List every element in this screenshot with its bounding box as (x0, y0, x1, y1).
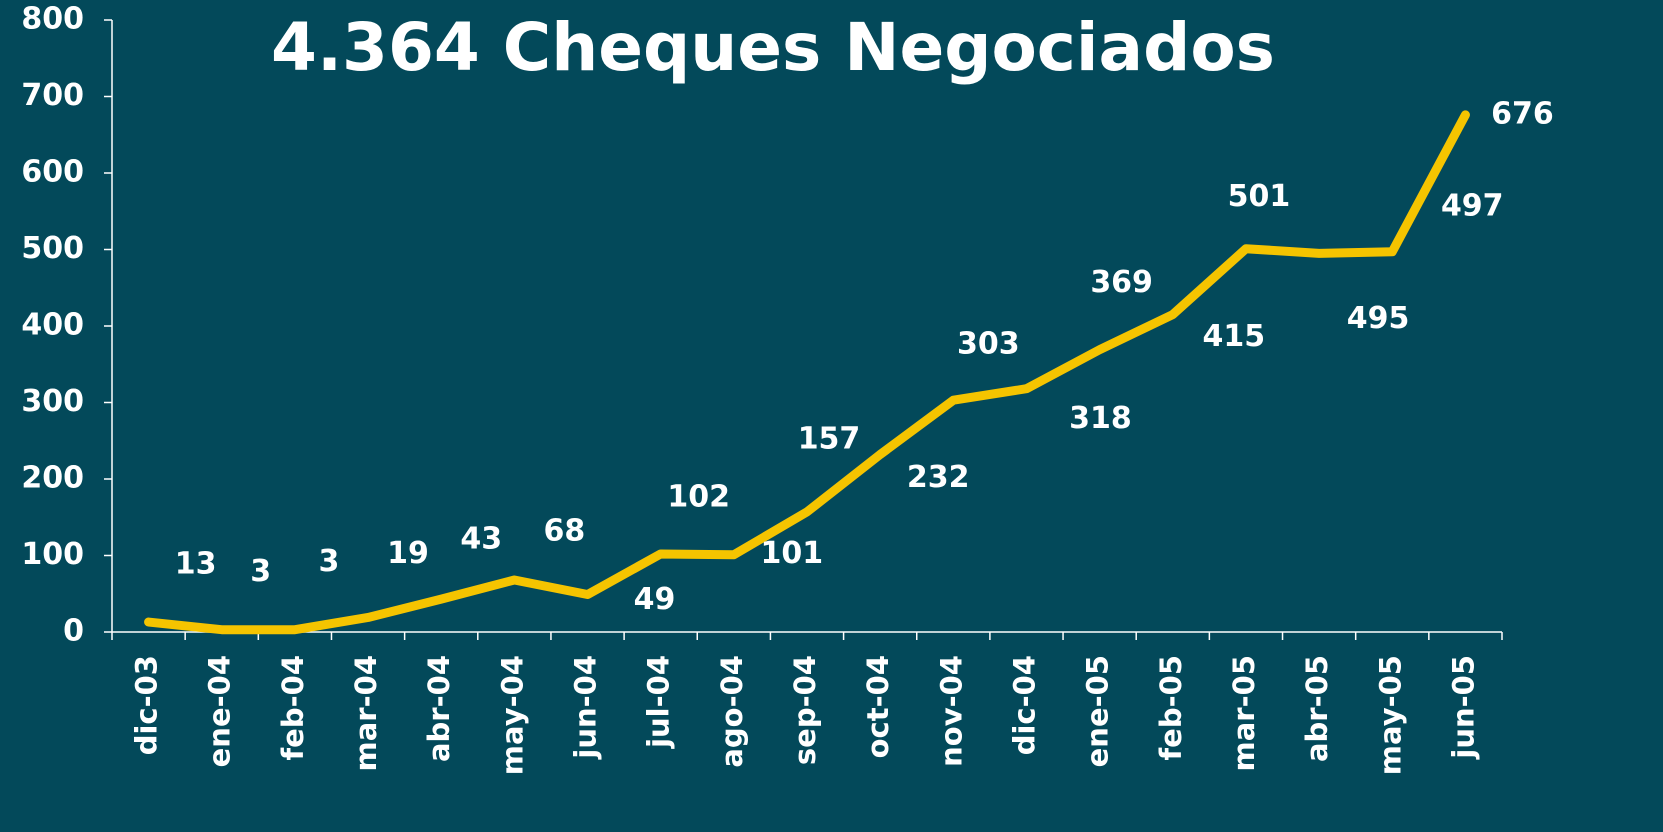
data-label: 157 (798, 421, 861, 456)
data-label: 49 (634, 582, 676, 617)
data-line (144, 110, 1470, 635)
data-label: 19 (387, 536, 429, 571)
data-label: 68 (543, 513, 585, 548)
x-tick-label: may-05 (1373, 655, 1407, 775)
data-label: 3 (250, 554, 271, 589)
x-tick-label: nov-04 (934, 655, 968, 767)
chart-title: 4.364 Cheques Negociados (271, 9, 1275, 86)
x-tick-label: jun-04 (569, 655, 603, 760)
y-tick-label: 600 (21, 155, 84, 190)
data-label: 415 (1202, 319, 1265, 354)
data-label: 43 (460, 522, 502, 557)
x-tick-label: abr-04 (422, 655, 456, 762)
y-tick-label: 700 (21, 78, 84, 113)
data-label: 102 (667, 479, 730, 514)
x-tick-label: oct-04 (861, 655, 895, 758)
x-tick-label: mar-05 (1227, 655, 1261, 771)
y-tick-label: 0 (63, 614, 84, 649)
x-tick-label: ago-04 (715, 655, 749, 768)
data-label: 318 (1069, 401, 1132, 436)
x-tick-label: ene-05 (1081, 655, 1115, 767)
x-tick-label: abr-05 (1300, 655, 1334, 762)
x-tick-label: feb-05 (1154, 655, 1188, 760)
x-tick-label: feb-04 (276, 655, 310, 760)
x-tick-label: dic-04 (1007, 655, 1041, 755)
y-tick-label: 100 (21, 537, 84, 572)
y-tick-label: 500 (21, 231, 84, 266)
x-tick-label: sep-04 (788, 655, 822, 765)
y-tick-label: 300 (21, 384, 84, 419)
data-label: 676 (1491, 96, 1554, 131)
x-tick-label: jul-04 (642, 655, 676, 749)
x-tick-label: mar-04 (349, 655, 383, 771)
data-label: 495 (1347, 301, 1410, 336)
data-label: 303 (957, 327, 1020, 362)
y-tick-label: 800 (21, 2, 84, 37)
x-tick-label: may-04 (495, 655, 529, 775)
x-tick-label: dic-03 (130, 655, 164, 755)
x-tick-label: ene-04 (203, 655, 237, 767)
x-tick-label: jun-05 (1446, 655, 1480, 760)
y-tick-label: 400 (21, 308, 84, 343)
data-label: 232 (907, 460, 970, 495)
y-tick-label: 200 (21, 461, 84, 496)
data-label: 497 (1441, 188, 1504, 223)
data-label: 369 (1090, 265, 1153, 300)
data-label: 101 (761, 536, 824, 571)
data-label: 501 (1228, 179, 1291, 214)
data-label: 13 (175, 547, 217, 582)
data-label: 3 (318, 544, 339, 579)
